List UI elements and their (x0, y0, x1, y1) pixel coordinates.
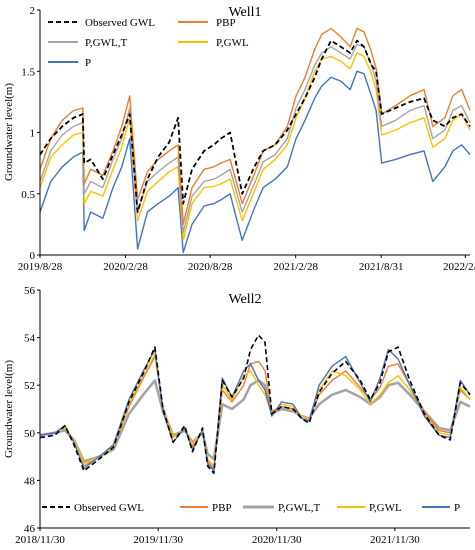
legend-item-p: P (48, 57, 91, 69)
legend-label: Observed GWL (74, 502, 144, 514)
plot-area (39, 334, 471, 475)
legend-item-p-gwl-t: P,GWL,T (48, 37, 127, 49)
chart-well2: Well2 Groundwater level(m) 46 48 50 52 5… (3, 285, 471, 546)
series-line-pgwlt (39, 43, 471, 234)
legend: Observed GWL PBP P,GWL,T P,GWL P (48, 17, 249, 69)
legend-label: PBP (212, 502, 232, 514)
plot-area (39, 27, 471, 254)
x-ticks: 2019/8/28 2020/2/28 2020/8/28 2021/2/28 … (18, 255, 475, 273)
legend-item-p-gwl: P,GWL (178, 37, 249, 49)
y-tick-label: 0 (30, 250, 36, 262)
x-tick-label: 2019/11/30 (133, 534, 183, 546)
series-line-pgwl (39, 52, 471, 242)
legend-item-observed: Observed GWL (42, 502, 144, 514)
legend-item-observed: Observed GWL (48, 17, 155, 29)
chart-title: Well2 (228, 292, 261, 307)
legend-label: P (85, 57, 91, 69)
legend: Observed GWL PBP P,GWL,T P,GWL P (42, 502, 460, 514)
legend-label: Observed GWL (85, 17, 155, 29)
series-line-observed (39, 334, 471, 475)
legend-label: P,GWL,T (278, 502, 320, 514)
legend-item-pbp: PBP (178, 17, 236, 29)
legend-label: P,GWL (369, 502, 402, 514)
y-tick-label: 0.5 (21, 189, 35, 201)
legend-label: PBP (216, 17, 236, 29)
x-tick-label: 2021/8/31 (359, 261, 404, 273)
x-tick-label: 2020/8/28 (188, 261, 233, 273)
y-tick-label: 46 (24, 523, 36, 535)
legend-item-p: P (422, 502, 460, 514)
y-tick-label: 52 (24, 380, 35, 392)
legend-item-pbp: PBP (180, 502, 232, 514)
y-axis-label: Groundwater level(m) (3, 83, 15, 181)
series-line-pgwlt (39, 379, 471, 463)
x-tick-label: 2021/2/28 (273, 261, 318, 273)
series-line-p (39, 70, 471, 254)
legend-label: P,GWL (216, 37, 249, 49)
legend-item-p-gwl: P,GWL (337, 502, 402, 514)
legend-item-p-gwl-t: P,GWL,T (243, 502, 320, 514)
x-tick-label: 2018/11/30 (15, 534, 65, 546)
y-axis-label: Groundwater level(m) (3, 360, 15, 458)
x-tick-label: 2020/11/30 (252, 534, 302, 546)
x-tick-label: 2021/11/30 (370, 534, 420, 546)
y-tick-label: 1.5 (21, 66, 35, 78)
y-tick-label: 54 (24, 333, 36, 345)
legend-label: P (454, 502, 460, 514)
x-tick-label: 2022/2/28 (443, 261, 475, 273)
chart-well1: Well1 Groundwater level(m) 0 0.5 1 1.5 2… (3, 5, 475, 273)
chart-title: Well1 (228, 5, 261, 20)
y-tick-label: 1 (30, 128, 36, 140)
y-tick-label: 56 (24, 285, 36, 297)
x-tick-label: 2020/2/28 (103, 261, 148, 273)
legend-label: P,GWL,T (85, 37, 127, 49)
y-ticks: 0 0.5 1 1.5 2 (21, 5, 40, 262)
x-tick-label: 2019/8/28 (18, 261, 63, 273)
y-ticks: 46 48 50 52 54 56 (24, 285, 40, 535)
x-ticks: 2018/11/30 2019/11/30 2020/11/30 2021/11… (15, 528, 420, 546)
y-tick-label: 48 (24, 475, 36, 487)
y-tick-label: 2 (30, 5, 36, 17)
y-tick-label: 50 (24, 428, 36, 440)
